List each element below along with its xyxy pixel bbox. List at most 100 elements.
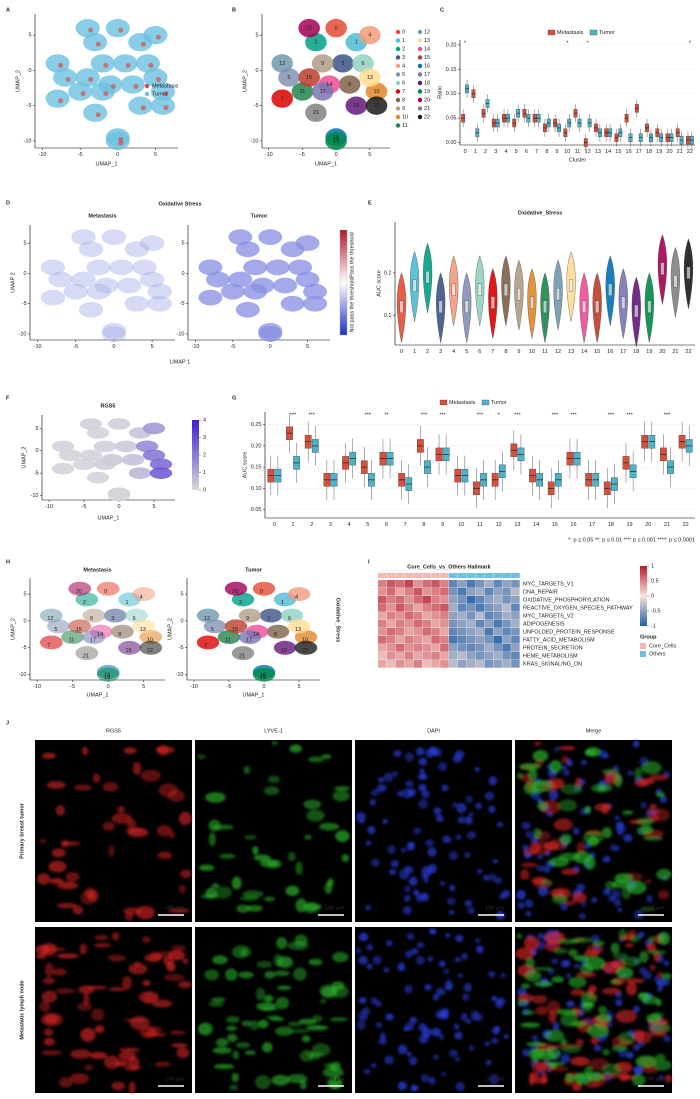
heatmap-cell	[431, 604, 440, 612]
x-tick-label: 0	[269, 344, 272, 350]
row-label: ADIPOGENESIS	[523, 621, 565, 627]
metastasis-cloud	[88, 27, 94, 33]
stain	[232, 1050, 239, 1060]
heatmap-cell	[395, 612, 405, 620]
x-tick-label: -10	[33, 684, 41, 690]
stain	[641, 996, 660, 1005]
cluster-label: 22	[302, 648, 308, 654]
stain	[656, 868, 672, 880]
cluster-label: 18	[353, 103, 359, 109]
heatmap-cell	[386, 652, 396, 660]
stain	[254, 1075, 271, 1090]
violin-box	[634, 304, 639, 318]
x-tick-label: 3	[329, 522, 332, 528]
stain	[488, 776, 498, 786]
stain	[334, 786, 351, 791]
stain	[566, 761, 573, 767]
cluster-label: 3	[341, 61, 344, 67]
heatmap-cell	[449, 580, 458, 588]
stain	[520, 983, 531, 989]
x-tick-label: 5	[306, 344, 309, 350]
heatmap-cell	[422, 612, 431, 620]
stain	[94, 934, 109, 941]
stain	[242, 890, 264, 898]
stain	[626, 880, 647, 895]
stain	[42, 977, 56, 985]
heatmap-cell	[457, 628, 467, 636]
cluster-cloud	[295, 235, 320, 252]
stain	[453, 1023, 460, 1030]
cluster-cloud	[113, 54, 138, 73]
stain	[142, 936, 151, 943]
stain	[407, 841, 416, 849]
stain	[655, 792, 666, 798]
stain	[83, 992, 90, 1006]
heatmap-cell	[502, 620, 511, 628]
violin-box	[516, 287, 521, 301]
heatmap-cell	[378, 628, 387, 636]
stain	[573, 827, 580, 835]
heatmap-cell	[484, 612, 494, 620]
stain	[634, 767, 643, 780]
cluster-cloud	[51, 440, 75, 453]
stain	[659, 796, 668, 804]
heatmap-cell	[440, 612, 449, 620]
stain	[515, 947, 535, 960]
cluster-cloud	[231, 646, 255, 661]
metastasis-cloud	[118, 140, 124, 146]
heatmap-cell	[511, 636, 520, 644]
stain	[618, 928, 627, 941]
stain	[525, 831, 534, 839]
stain	[642, 836, 663, 841]
heatmap-cell	[378, 580, 387, 588]
stain	[235, 1042, 251, 1049]
stain	[134, 960, 141, 967]
stain	[410, 948, 419, 955]
stain	[649, 774, 669, 781]
cluster-cloud	[40, 259, 66, 276]
cluster-cloud	[105, 131, 130, 151]
heatmap-cell	[466, 644, 476, 652]
stain	[441, 784, 449, 792]
stain	[554, 746, 561, 752]
stain	[488, 873, 497, 882]
x-tick-label: 15	[552, 522, 558, 528]
stain	[171, 1043, 188, 1048]
stain	[490, 1037, 499, 1045]
stain	[178, 884, 187, 894]
heatmap-cell	[440, 628, 449, 636]
stain	[452, 802, 459, 809]
cluster-label: 14	[326, 82, 332, 88]
y-tick-label: 0.15	[446, 67, 457, 73]
stain	[445, 932, 451, 938]
metastasis-cloud	[148, 62, 154, 68]
cluster-cloud	[86, 471, 110, 484]
y-tick-label: -5	[34, 471, 39, 477]
subplot-title: Tumor	[245, 567, 263, 573]
stain	[244, 834, 257, 840]
stain	[256, 960, 272, 969]
stain	[276, 985, 292, 991]
x-tick-label: 5	[465, 349, 468, 355]
metastasis-cloud	[163, 91, 169, 97]
stain	[55, 988, 76, 994]
x-tick-label: 0	[107, 684, 110, 690]
chart-title: Oxidative_Stress	[518, 210, 563, 216]
scale-bar-label: 100 μm	[485, 1076, 504, 1082]
stain	[408, 876, 418, 886]
x-tick-label: 0	[117, 504, 120, 510]
cluster-cloud	[243, 283, 268, 300]
stain	[615, 821, 625, 829]
x-tick-label: -5	[78, 152, 83, 158]
violin-box	[660, 262, 665, 275]
stain-layer	[198, 934, 349, 1091]
stain	[424, 984, 432, 991]
stain	[55, 804, 66, 816]
heatmap-cell	[413, 660, 423, 668]
heatmap-cell	[484, 636, 494, 644]
metastasis-cloud	[58, 62, 64, 68]
stain	[638, 967, 648, 975]
x-tick-label: 14	[605, 149, 611, 155]
stain-layer	[197, 741, 351, 914]
